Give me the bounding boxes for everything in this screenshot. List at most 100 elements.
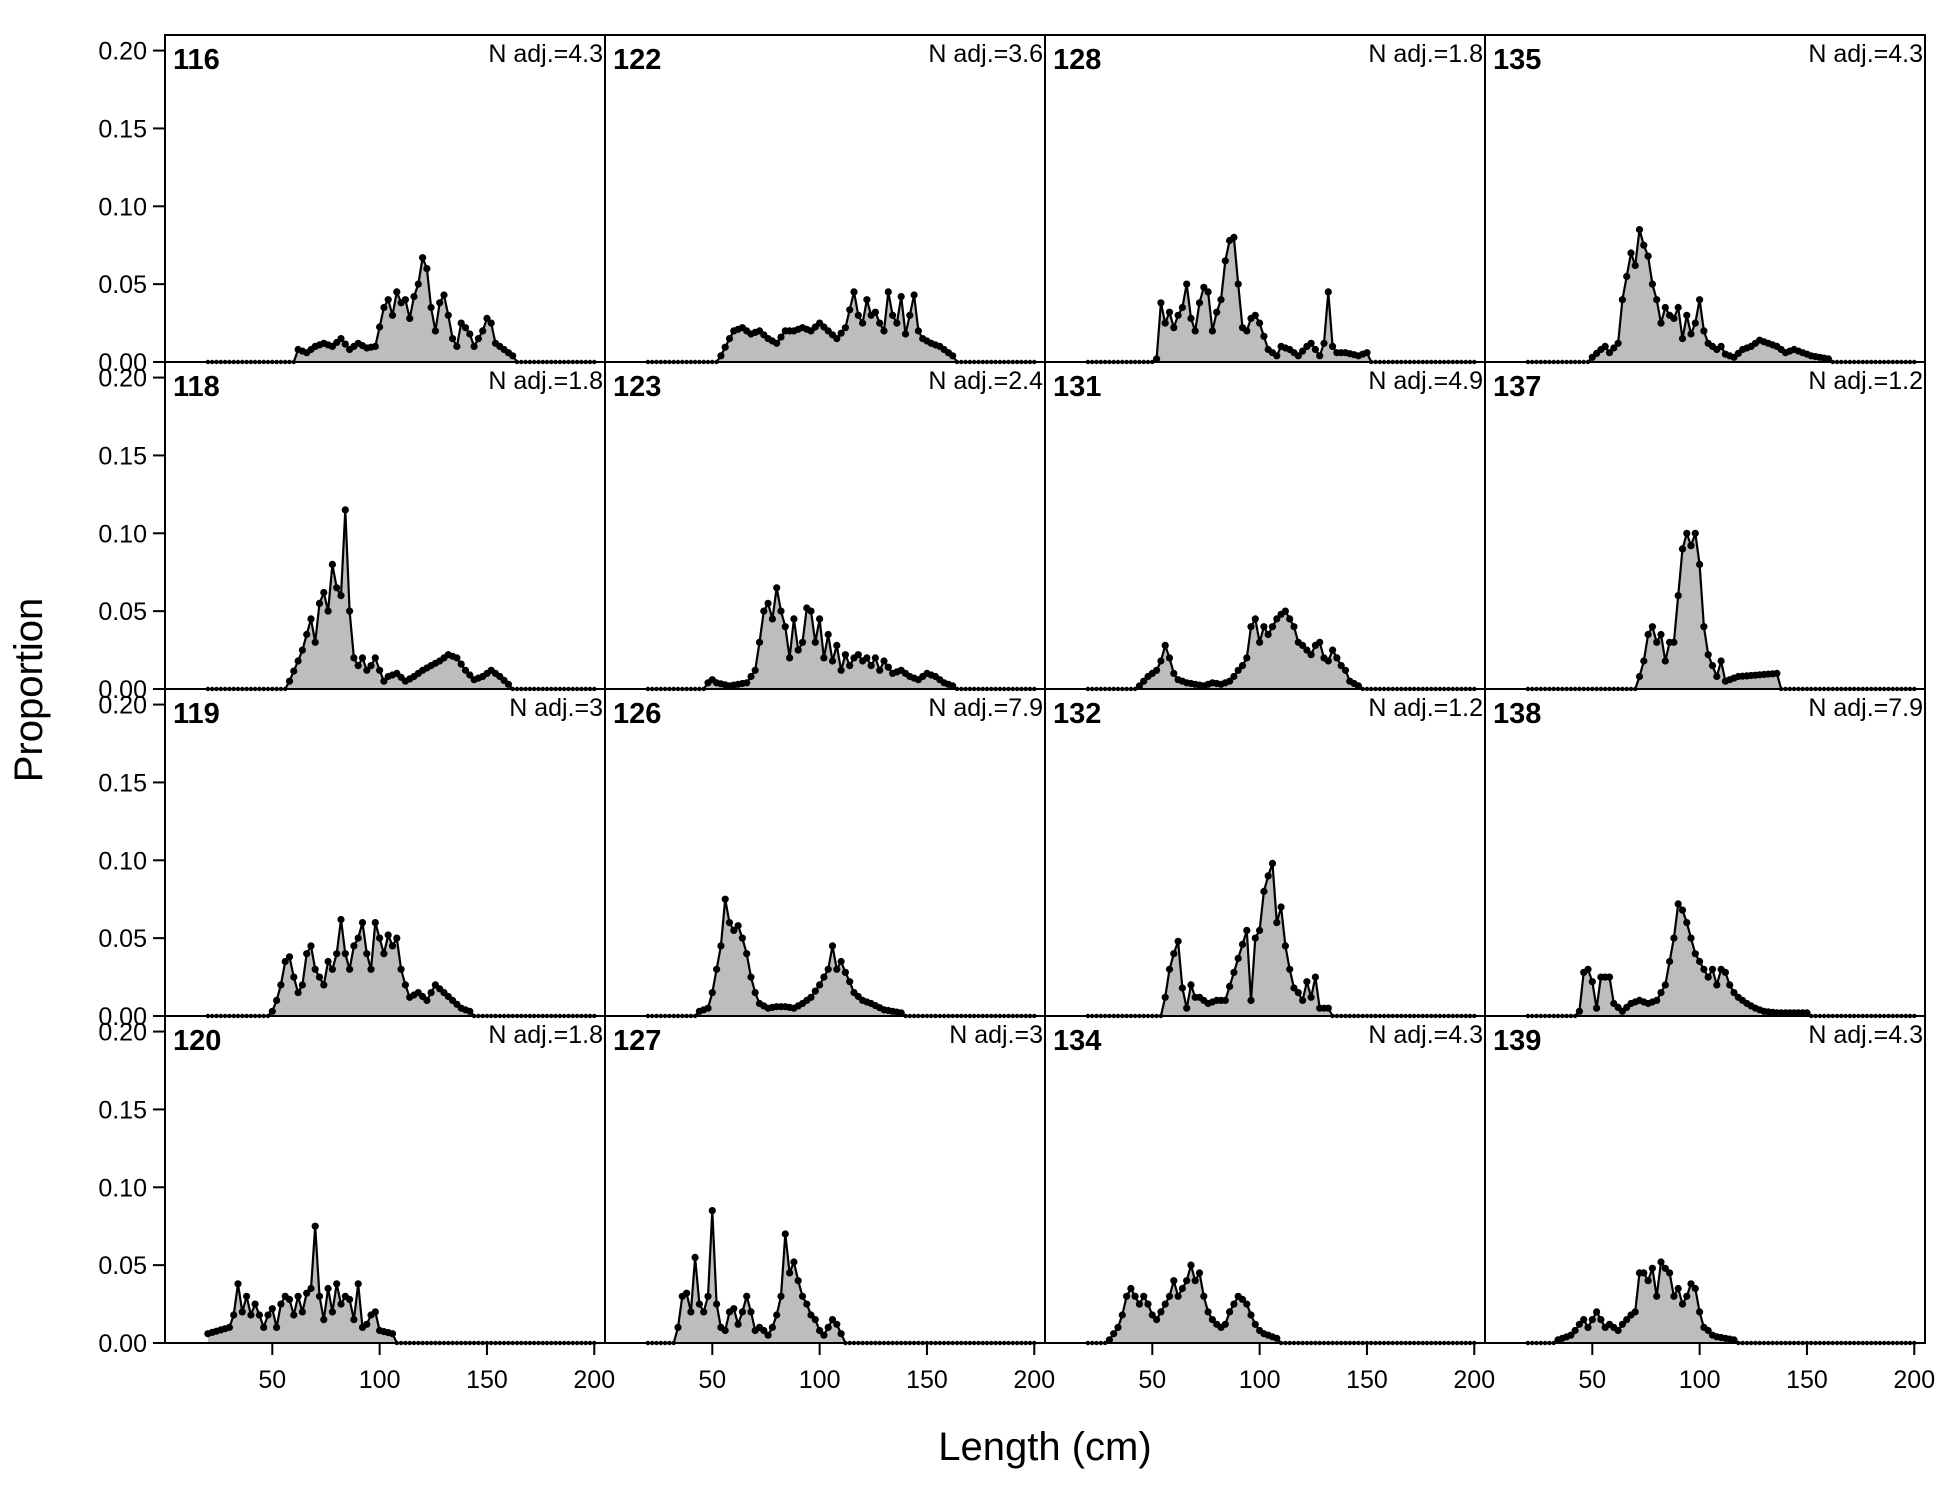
data-point bbox=[910, 291, 918, 299]
data-point bbox=[346, 607, 354, 615]
data-point bbox=[1286, 615, 1294, 623]
data-point bbox=[1700, 327, 1708, 335]
data-point bbox=[1217, 296, 1225, 304]
data-point bbox=[1593, 1004, 1601, 1012]
data-point bbox=[1221, 1320, 1229, 1328]
data-point bbox=[1691, 1284, 1699, 1293]
data-point bbox=[1238, 1295, 1247, 1303]
data-point bbox=[1653, 1292, 1661, 1300]
data-point bbox=[1234, 280, 1242, 288]
data-point bbox=[811, 638, 819, 646]
data-point bbox=[811, 1316, 819, 1324]
panel-134: 134 N adj.=4.3 bbox=[1044, 1015, 1486, 1346]
data-point bbox=[725, 919, 734, 927]
data-point bbox=[1299, 641, 1307, 650]
y-tick-label: 0.10 bbox=[98, 1174, 147, 1202]
data-point bbox=[393, 934, 401, 942]
data-point bbox=[1195, 299, 1204, 307]
data-point bbox=[1678, 906, 1687, 914]
data-point bbox=[773, 1311, 781, 1319]
data-point bbox=[1273, 919, 1281, 927]
axes-layer: 0.000.050.100.150.200.000.050.100.150.20… bbox=[98, 38, 1935, 1394]
data-point bbox=[380, 677, 388, 685]
data-point bbox=[807, 607, 815, 615]
data-point bbox=[376, 934, 384, 942]
data-point bbox=[1174, 1292, 1182, 1300]
data-point bbox=[393, 288, 401, 296]
data-point bbox=[358, 919, 367, 927]
data-point bbox=[721, 1326, 729, 1335]
x-tick-label: 150 bbox=[1346, 1366, 1388, 1394]
data-point bbox=[1234, 666, 1242, 674]
data-point bbox=[1713, 672, 1721, 681]
data-point bbox=[1247, 996, 1255, 1005]
data-point bbox=[1208, 1316, 1216, 1324]
panel-id-label: 120 bbox=[173, 1025, 221, 1057]
data-point bbox=[307, 942, 315, 950]
data-point bbox=[1773, 669, 1781, 678]
panel-122: 122 N adj.=3.6 bbox=[604, 34, 1046, 365]
data-point bbox=[901, 330, 910, 338]
data-point bbox=[1187, 1261, 1195, 1269]
data-point bbox=[1299, 347, 1307, 355]
data-point bbox=[363, 950, 371, 958]
data-point bbox=[897, 1009, 905, 1017]
data-point bbox=[1307, 339, 1315, 347]
data-point bbox=[790, 615, 798, 623]
data-point bbox=[307, 615, 315, 623]
data-point bbox=[1243, 327, 1251, 335]
distribution-line bbox=[207, 509, 595, 691]
data-point bbox=[1691, 319, 1699, 327]
data-point bbox=[1605, 973, 1614, 981]
data-point bbox=[427, 989, 435, 997]
data-point bbox=[1178, 303, 1186, 312]
data-point bbox=[751, 989, 759, 997]
data-point bbox=[328, 560, 336, 569]
data-point bbox=[277, 981, 285, 989]
data-point bbox=[1161, 993, 1169, 1001]
x-tick-label: 200 bbox=[1013, 1366, 1055, 1394]
data-point bbox=[1286, 965, 1294, 973]
data-point bbox=[1691, 950, 1699, 958]
panel-138: 138 N adj.=7.9 bbox=[1484, 688, 1926, 1019]
x-tick-label: 100 bbox=[1679, 1366, 1721, 1394]
data-point bbox=[734, 922, 742, 930]
data-point bbox=[376, 323, 384, 331]
y-tick-label: 0.05 bbox=[98, 1252, 147, 1280]
data-point bbox=[1105, 1336, 1113, 1344]
data-point bbox=[470, 342, 478, 350]
data-point bbox=[483, 314, 491, 322]
data-point bbox=[1238, 662, 1247, 670]
data-point bbox=[854, 651, 862, 659]
data-point bbox=[816, 615, 824, 623]
data-point bbox=[708, 1207, 716, 1215]
data-point bbox=[376, 666, 384, 674]
data-point bbox=[914, 327, 923, 335]
data-point bbox=[1251, 311, 1259, 319]
data-point bbox=[1721, 968, 1729, 977]
data-point bbox=[846, 306, 854, 314]
x-tick-label: 200 bbox=[573, 1366, 615, 1394]
n-adj-label: N adj.=1.2 bbox=[1368, 694, 1483, 722]
data-point bbox=[1157, 1308, 1165, 1316]
data-point bbox=[401, 296, 409, 304]
data-point bbox=[755, 638, 764, 646]
data-point bbox=[1661, 303, 1669, 312]
data-point bbox=[410, 293, 418, 301]
panel-118: 118 N adj.=1.8 bbox=[164, 361, 606, 692]
x-tick-label: 200 bbox=[1453, 1366, 1495, 1394]
panel-131: 131 N adj.=4.9 bbox=[1044, 361, 1486, 692]
y-tick-label: 0.00 bbox=[98, 1330, 147, 1358]
x-tick-label: 50 bbox=[1578, 1366, 1606, 1394]
data-point bbox=[738, 934, 747, 942]
data-point bbox=[363, 666, 371, 674]
panel-border bbox=[604, 34, 1046, 363]
data-point bbox=[841, 324, 850, 332]
data-point bbox=[1161, 1300, 1169, 1308]
panel-id-label: 137 bbox=[1493, 371, 1541, 403]
data-point bbox=[1708, 965, 1717, 973]
data-point bbox=[264, 1311, 272, 1319]
data-point bbox=[803, 1300, 811, 1308]
data-point bbox=[401, 981, 409, 989]
data-point bbox=[867, 662, 875, 670]
